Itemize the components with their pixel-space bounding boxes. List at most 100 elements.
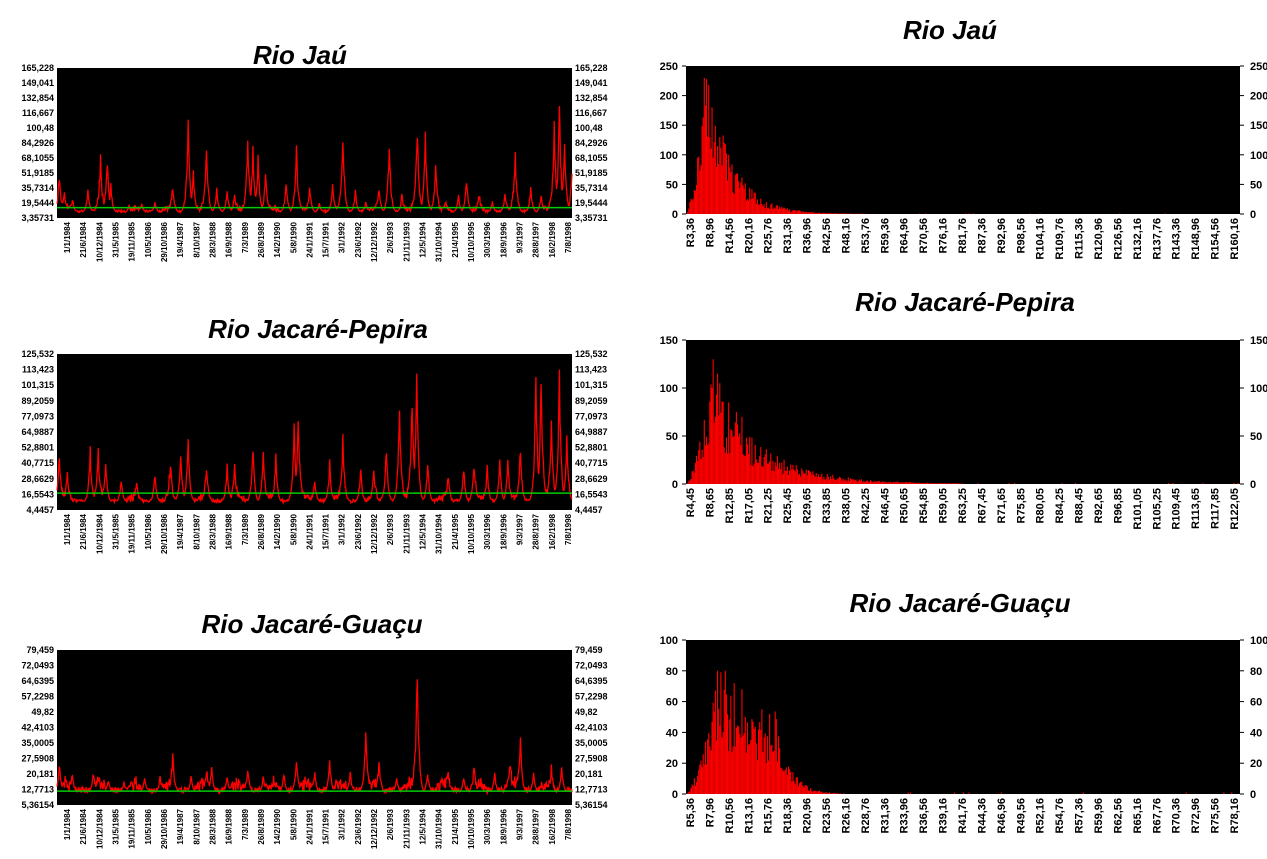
histogram-bar	[858, 479, 860, 484]
y-tick-label-right: 113,423	[575, 365, 607, 375]
y-tick-label-right: 0	[1250, 789, 1256, 801]
histogram-bar	[720, 672, 722, 794]
plot-area	[686, 66, 1240, 214]
histogram-bar	[799, 210, 801, 214]
histogram-bar	[748, 200, 750, 214]
histogram-bar	[875, 482, 877, 484]
histogram-bar	[803, 787, 805, 794]
histogram-bar	[876, 481, 878, 484]
histogram-bar	[697, 157, 699, 214]
histogram-bar	[968, 213, 970, 214]
histogram-bar	[835, 213, 837, 214]
histogram-bar	[956, 483, 958, 484]
x-tick-label: 21/6/1984	[79, 513, 88, 549]
histogram-bar	[713, 422, 715, 484]
histogram-bar	[771, 203, 773, 214]
y-tick-label-right: 28,6629	[575, 474, 608, 484]
histogram-bar	[872, 482, 874, 484]
histogram-bar	[769, 713, 771, 794]
x-tick-label: R72,96	[1190, 798, 1202, 833]
x-tick-label: R59,96	[1093, 798, 1105, 833]
y-tick-label-right: 35,7314	[575, 183, 608, 193]
histogram-bar	[780, 767, 782, 794]
histogram-bar	[758, 204, 760, 214]
x-tick-label: 12/12/1992	[370, 513, 379, 554]
histogram-bar	[905, 482, 907, 484]
x-tick-label: R21,25	[763, 488, 775, 523]
histogram-bar	[718, 415, 720, 484]
histogram-bar	[810, 471, 812, 484]
histogram-bar	[754, 192, 756, 214]
x-tick-label: R62,56	[1112, 798, 1124, 833]
histogram-bar	[710, 384, 712, 484]
y-tick-label-left: 5,36154	[21, 800, 54, 810]
histogram-bar	[816, 212, 818, 214]
histogram-bar	[691, 784, 693, 794]
histogram-bar	[810, 788, 812, 794]
y-tick-label-left: 150	[660, 335, 678, 347]
histogram-bar	[698, 769, 700, 794]
x-tick-label: R46,96	[996, 798, 1008, 833]
histogram-bar	[771, 470, 773, 484]
histogram-bar	[777, 736, 780, 794]
y-tick-label-right: 80	[1250, 666, 1262, 678]
histogram-bar	[868, 482, 870, 484]
histogram-bar	[897, 481, 899, 484]
histogram-bar	[702, 117, 704, 214]
histogram-bar	[724, 144, 726, 214]
histogram-bar	[764, 207, 766, 214]
x-tick-label: 21/11/1993	[402, 808, 411, 848]
histogram-bar	[929, 482, 931, 484]
y-tick-label-left: 51,9185	[21, 168, 54, 178]
histogram-bar	[740, 737, 742, 794]
histogram-bar	[799, 473, 801, 484]
histogram-bar	[762, 206, 764, 214]
histogram-bar	[709, 136, 711, 214]
histogram-bar	[733, 194, 735, 214]
histogram-bar	[722, 401, 724, 484]
y-tick-label-right: 250	[1250, 61, 1267, 73]
histogram-bar	[710, 750, 712, 794]
y-tick-label-left: 77,0973	[21, 411, 54, 421]
histogram-bar	[773, 471, 775, 484]
histogram-bar	[740, 182, 742, 214]
histogram-bar	[744, 455, 746, 484]
histogram-bar	[812, 791, 814, 794]
x-tick-label: 10/5/1986	[144, 221, 153, 257]
x-tick-label: 29/10/1986	[160, 808, 169, 849]
histogram-bar	[835, 793, 837, 794]
x-tick-label: R53,76	[860, 218, 872, 253]
histogram-bar	[812, 471, 814, 484]
histogram-bar	[695, 184, 698, 214]
y-tick-label-left: 165,228	[21, 63, 54, 73]
x-tick-label: 10/5/1986	[144, 513, 153, 549]
histogram-bar	[766, 463, 768, 484]
x-tick-label: 10/10/1995	[467, 808, 476, 849]
histogram-bar	[714, 125, 716, 214]
histogram-bar	[824, 792, 826, 794]
x-tick-label: 14/2/1990	[273, 808, 282, 844]
x-tick-label: 31/5/1985	[111, 808, 120, 844]
histogram-bar	[717, 670, 719, 794]
x-tick-label: R160,16	[1229, 218, 1241, 260]
x-tick-label: R109,45	[1171, 488, 1183, 530]
histogram-bar	[925, 213, 927, 214]
histogram-bar	[698, 450, 700, 484]
histogram-bar	[709, 746, 711, 794]
histogram-bar	[745, 752, 747, 794]
histogram-bar	[772, 460, 774, 484]
histogram-bar	[749, 187, 751, 214]
histogram-bar	[830, 213, 832, 214]
y-tick-label-right: 20,181	[575, 769, 603, 779]
histogram-bar	[806, 786, 808, 794]
x-tick-label: R5,36	[685, 798, 697, 827]
x-tick-label: 1/1/1984	[63, 808, 72, 840]
histogram-bar	[719, 383, 721, 484]
histogram-bar	[825, 478, 827, 484]
y-tick-label-left: 50	[666, 179, 678, 191]
histogram-bar	[728, 154, 730, 214]
histogram-bar	[746, 199, 749, 214]
histogram-bar	[772, 208, 774, 214]
y-tick-label-left: 132,854	[21, 93, 54, 103]
histogram-bar	[804, 473, 806, 484]
